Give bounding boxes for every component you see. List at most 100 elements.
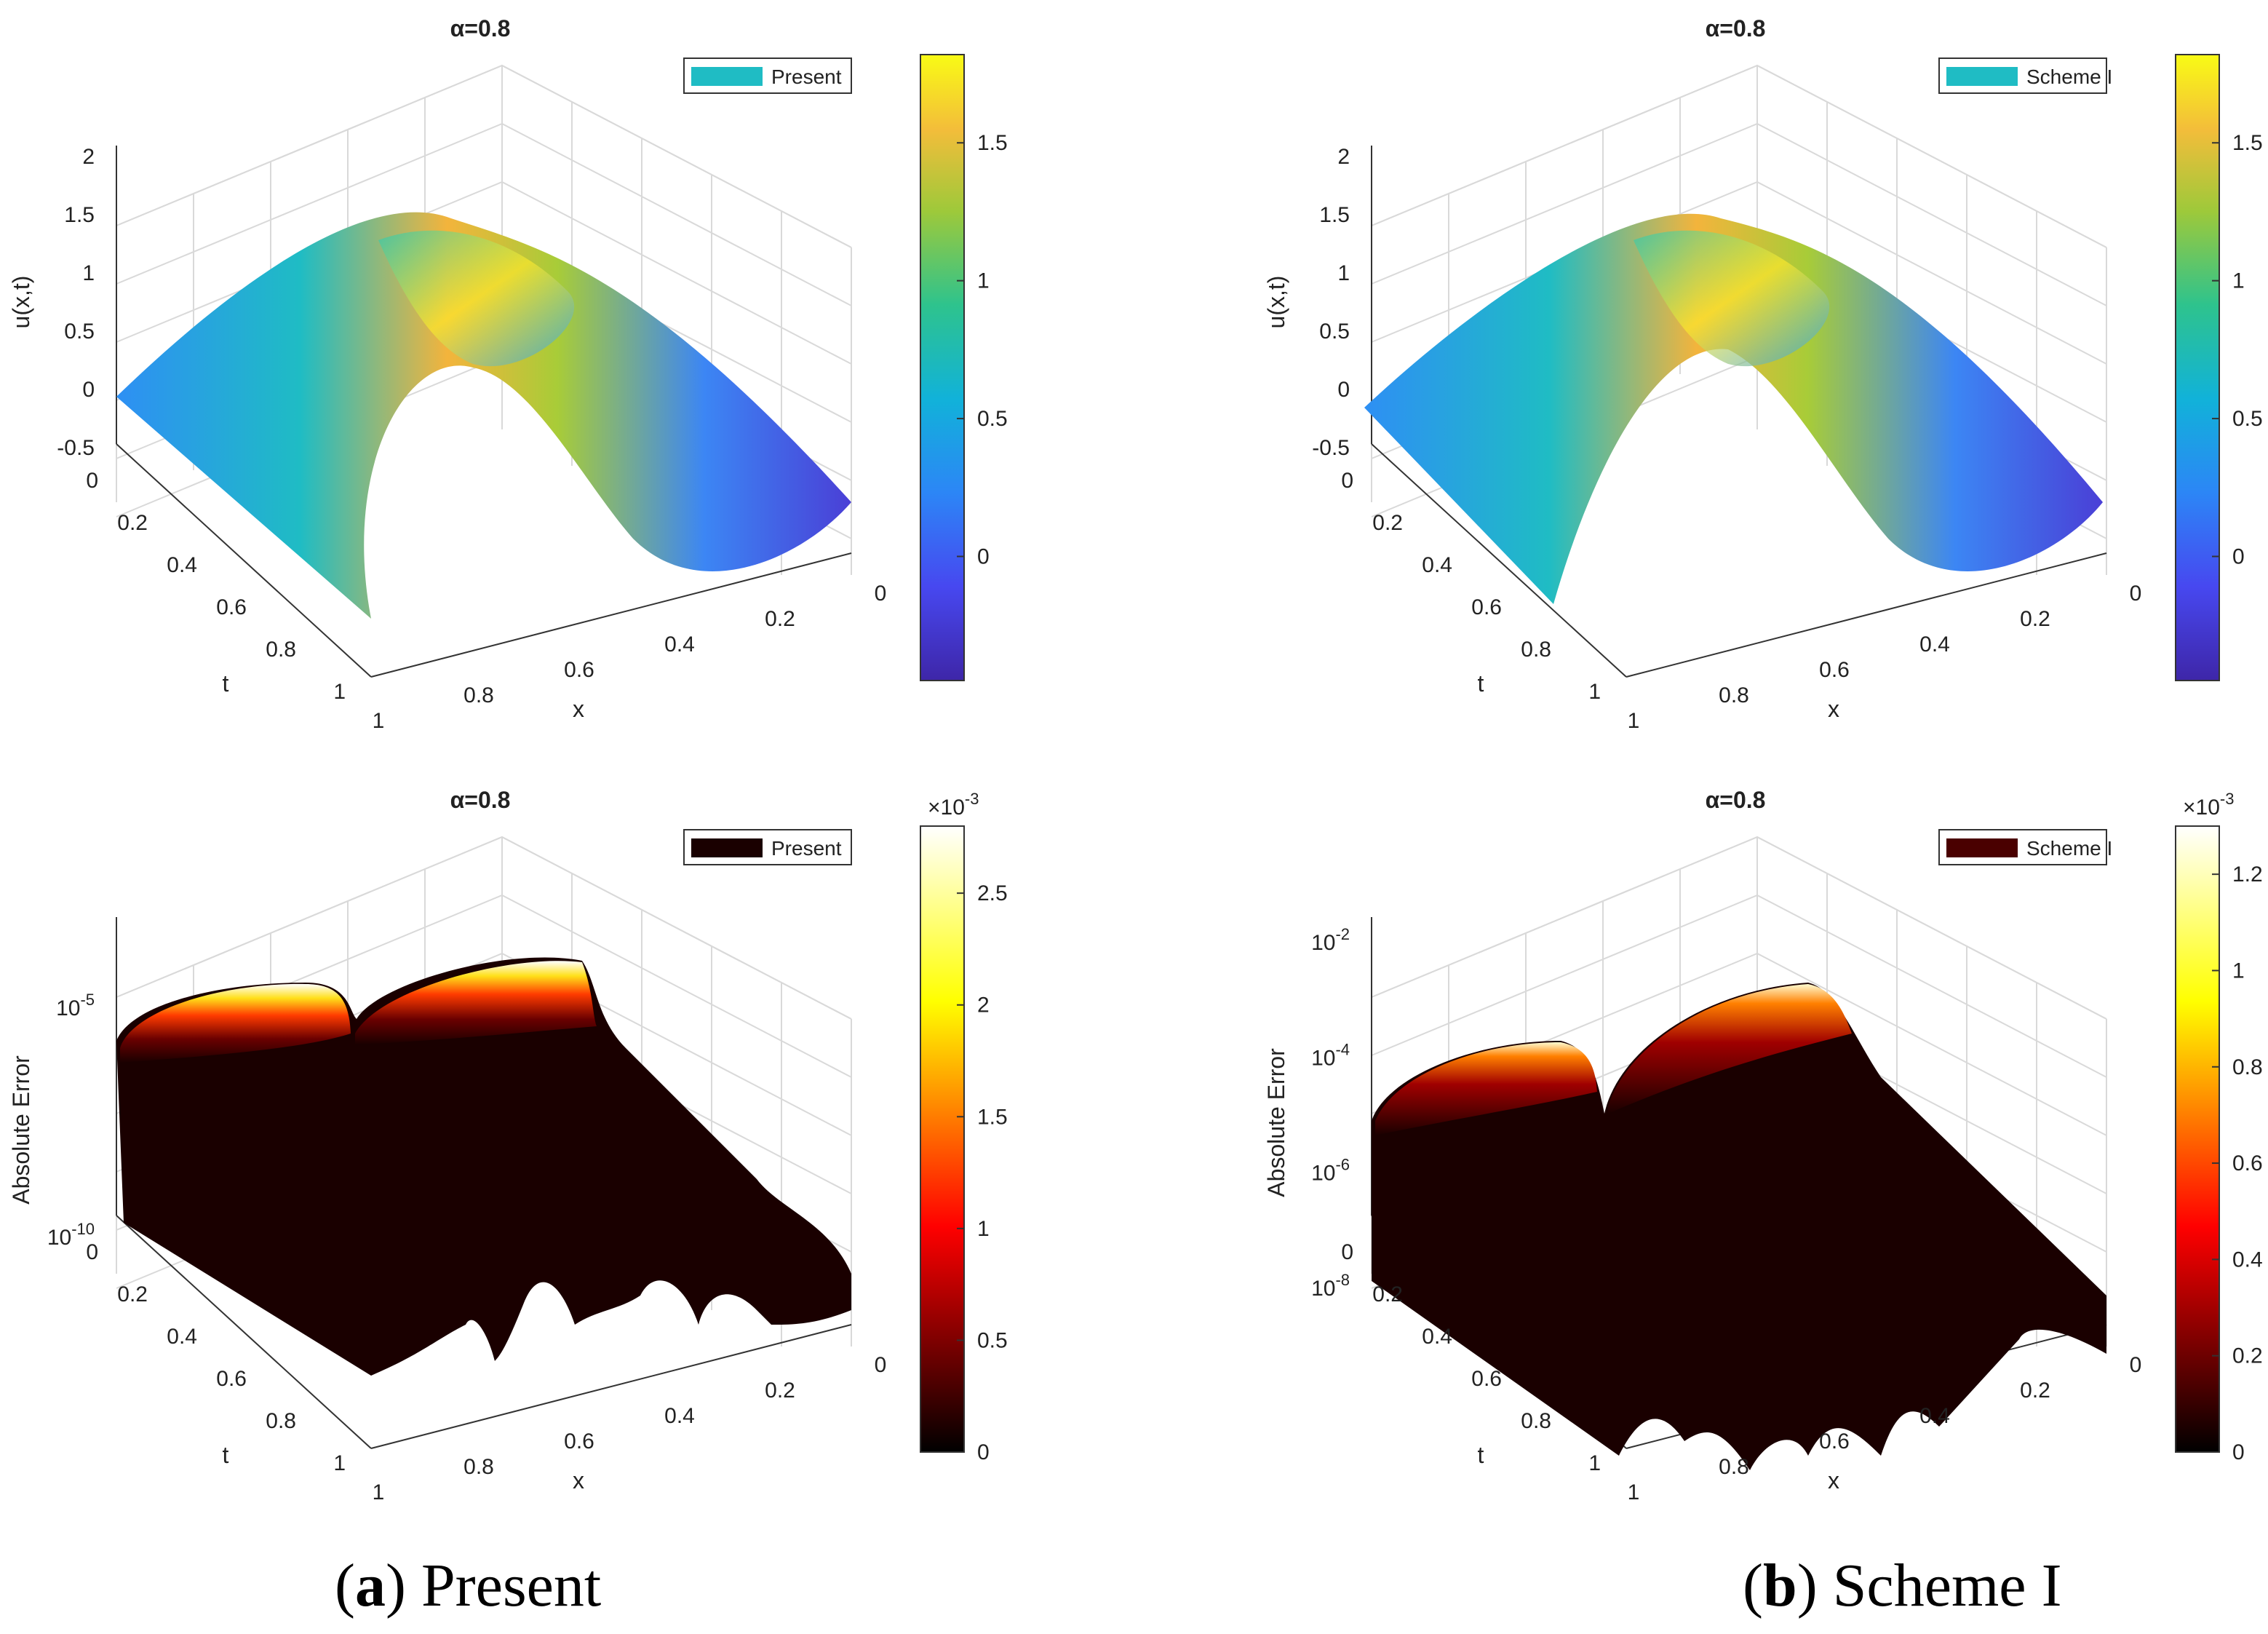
solution-surface xyxy=(1364,213,2103,605)
colorbar-tick-label: 1.5 xyxy=(977,1105,1008,1129)
colorbar-tick-label: 0.4 xyxy=(2232,1248,2263,1272)
z-tick-label: 10-6 xyxy=(1311,1156,1350,1186)
legend-label: Present xyxy=(771,66,842,88)
t-axis-line xyxy=(116,443,372,678)
x-tick-label: 0.8 xyxy=(463,1455,494,1479)
t-tick-label: 0.8 xyxy=(1521,1409,1551,1433)
colorbar-tick-label: 0 xyxy=(2232,1440,2245,1464)
tick-exponent: -2 xyxy=(1335,925,1350,943)
z-tick-label: 1.5 xyxy=(64,203,95,227)
legend-label: Scheme I xyxy=(2026,837,2112,860)
tick-exponent: -3 xyxy=(2220,790,2235,808)
colorbar-tick-label: 0.2 xyxy=(2232,1344,2263,1368)
x-axis-label: x xyxy=(1828,696,1839,722)
x-axis-line xyxy=(1626,552,2107,678)
t-axis-line xyxy=(1371,443,1627,678)
t-tick-label: 0.6 xyxy=(1471,1367,1502,1391)
tick-base: 10 xyxy=(1311,931,1335,955)
caption-b: (b) Scheme I xyxy=(1743,1552,2062,1619)
grid-line xyxy=(1371,181,2107,365)
x-tick-label: 0 xyxy=(2130,1353,2142,1377)
grid-line xyxy=(1371,894,2107,1078)
tick-base: ×10 xyxy=(928,796,965,820)
t-tick-label: 1 xyxy=(1588,1451,1601,1475)
x-tick-label: 0.6 xyxy=(1819,658,1850,682)
legend-swatch xyxy=(691,67,763,86)
error-peak-2 xyxy=(355,961,597,1044)
x-tick-label: 0 xyxy=(875,1353,887,1377)
z-tick-label: 2 xyxy=(82,145,95,169)
z-axis-label: u(x,t) xyxy=(1263,276,1289,329)
x-tick-label: 0 xyxy=(875,582,887,606)
surface-highlight xyxy=(1634,230,1830,367)
colorbar-tick-label: 0 xyxy=(977,1440,990,1464)
colorbar xyxy=(920,825,965,1453)
panel-a-top: α=0.8 Present -0.5 0 0.5 1 1.5 2 u(x,t) 0 0.2 0.4 0.… xyxy=(8,15,1008,733)
chart-title: α=0.8 xyxy=(450,15,511,41)
tick-base: 10 xyxy=(1311,1277,1335,1301)
tick-exponent: -10 xyxy=(71,1220,95,1238)
colorbar-tick-label: 1 xyxy=(977,269,990,293)
tick-base: 10 xyxy=(47,1226,71,1250)
t-tick-label: 0.8 xyxy=(266,1409,296,1433)
x-tick-label: 0 xyxy=(2130,582,2142,606)
t-tick-label: 1 xyxy=(333,680,346,704)
colorbar-tick-label: 0 xyxy=(2232,545,2245,569)
chart-title: α=0.8 xyxy=(1706,15,1766,41)
x-tick-label: 0.4 xyxy=(664,1404,695,1428)
x-tick-label: 0.2 xyxy=(2020,607,2050,631)
z-tick-label: 2 xyxy=(1337,145,1350,169)
tick-base: 10 xyxy=(56,996,80,1020)
t-tick-label: 0 xyxy=(86,1240,98,1264)
tick-exponent: -4 xyxy=(1335,1040,1350,1058)
z-tick-label: 1 xyxy=(82,261,95,285)
x-tick-label: 0.6 xyxy=(1819,1429,1850,1453)
z-tick-label: -0.5 xyxy=(1312,436,1350,460)
legend: Present xyxy=(683,57,852,94)
error-surface xyxy=(1372,983,2106,1470)
t-tick-label: 0.2 xyxy=(117,1282,148,1306)
grid-line xyxy=(1371,64,2107,248)
legend-swatch xyxy=(691,838,763,857)
caption-b-text: Scheme I xyxy=(1832,1552,2062,1619)
grid-line xyxy=(116,122,852,306)
axes-lines xyxy=(1371,146,2107,678)
colorbar-tick-label: 1 xyxy=(2232,269,2245,293)
colorbar-tick-label: 1.5 xyxy=(2232,131,2263,155)
colorbar-tick-label: 1 xyxy=(2232,959,2245,983)
t-tick-label: 0.4 xyxy=(167,553,197,577)
panel-b-top: α=0.8 Scheme I -0.5 0 0.5 1 1.5 2 u(x,t) 0 0.2 0.4 0… xyxy=(1263,15,2263,733)
x-axis-label: x xyxy=(1828,1467,1839,1494)
colorbar-tick-label: 2.5 xyxy=(977,881,1008,905)
x-tick-label: 0.6 xyxy=(564,658,594,682)
t-tick-label: 0.2 xyxy=(1372,1282,1403,1306)
t-tick-label: 0.6 xyxy=(216,1367,247,1391)
t-axis-label: t xyxy=(223,1442,229,1468)
x-tick-label: 1 xyxy=(1628,709,1640,733)
legend: Scheme I xyxy=(1938,57,2112,94)
solution-surface xyxy=(116,212,851,619)
colorbar-tick-label: 1.2 xyxy=(2232,862,2263,887)
x-tick-label: 0.4 xyxy=(1919,1404,1950,1428)
x-tick-label: 1 xyxy=(1628,1480,1640,1504)
axes-lines xyxy=(116,917,852,1449)
z-axis-label: u(x,t) xyxy=(8,276,34,329)
z-tick-label: 0 xyxy=(82,378,95,402)
axes-lines xyxy=(116,146,852,678)
x-tick-label: 0.8 xyxy=(463,683,494,707)
t-tick-label: 1 xyxy=(333,1451,346,1475)
colorbar-exponent: ×10-3 xyxy=(928,790,979,820)
t-tick-label: 0.6 xyxy=(216,595,247,619)
legend-label: Scheme I xyxy=(2026,66,2112,88)
colorbar-tick-label: 0 xyxy=(977,545,990,569)
tick-base: 10 xyxy=(1311,1046,1335,1070)
chart-title: α=0.8 xyxy=(1706,787,1766,813)
t-tick-label: 0.4 xyxy=(1422,1325,1452,1349)
x-tick-label: 0.2 xyxy=(765,1379,795,1403)
x-tick-label: 0.4 xyxy=(664,632,695,657)
x-tick-label: 0.2 xyxy=(2020,1379,2050,1403)
t-tick-label: 1 xyxy=(1588,680,1601,704)
x-tick-label: 0.2 xyxy=(765,607,795,631)
